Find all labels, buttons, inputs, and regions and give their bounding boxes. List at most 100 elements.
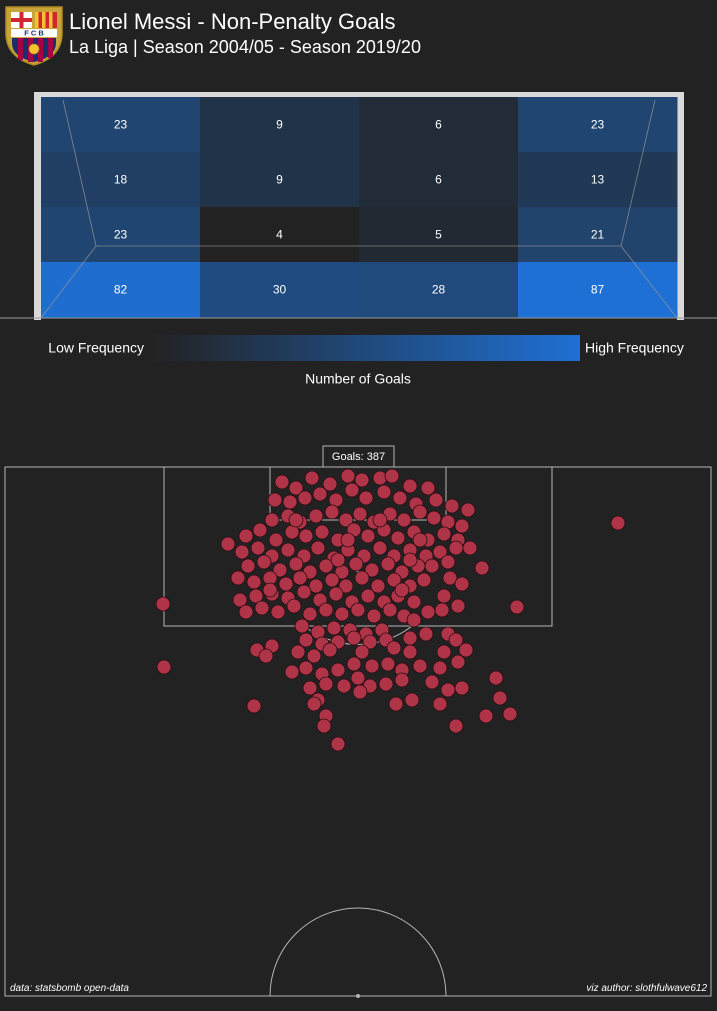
goal-shot-point — [454, 518, 470, 534]
goal-shot-point — [416, 572, 432, 588]
goal-shot-point — [478, 708, 494, 724]
goal-shot-point — [436, 526, 452, 542]
goal-shot-point — [252, 522, 268, 538]
goal-shot-point — [376, 484, 392, 500]
goal-shot-point — [440, 554, 456, 570]
goal-shot-point — [488, 670, 504, 686]
goal-shot-point — [344, 482, 360, 498]
goals-count-box: Goals: 387 — [322, 445, 395, 468]
goal-shot-point — [314, 524, 330, 540]
goal-shot-point — [310, 540, 326, 556]
goal-shot-point — [282, 494, 298, 510]
goal-shot-point — [362, 634, 378, 650]
goal-shot-point — [238, 604, 254, 620]
goal-shot-point — [370, 578, 386, 594]
goal-shot-point — [230, 570, 246, 586]
goal-shot-point — [296, 584, 312, 600]
heatmap-cell — [200, 207, 360, 263]
goal-heatmap: 23 9 6 23 18 9 6 13 23 4 5 21 82 30 28 87 — [41, 97, 678, 318]
goal-shot-point — [406, 612, 422, 628]
goal-shot-point — [232, 592, 248, 608]
goal-shot-point — [292, 570, 308, 586]
goal-shot-point — [274, 474, 290, 490]
goal-shot-point — [338, 512, 354, 528]
goal-shot-point — [288, 480, 304, 496]
goal-shot-point — [386, 640, 402, 656]
goal-shot-point — [454, 680, 470, 696]
goal-shot-point — [358, 490, 374, 506]
goal-shot-point — [304, 470, 320, 486]
goal-shot-point — [388, 696, 404, 712]
heatmap-cell-label: 23 — [114, 118, 128, 132]
goal-shot-point — [412, 658, 428, 674]
goal-shot-point — [338, 578, 354, 594]
goal-shot-point — [328, 586, 344, 602]
goal-shot-point — [420, 604, 436, 620]
goal-shot-point — [354, 472, 370, 488]
goal-shot-point — [346, 630, 362, 646]
goal-shot-point — [402, 552, 418, 568]
heatmap-cell — [359, 97, 519, 153]
goal-shot-point — [340, 468, 356, 484]
goal-shot-point — [448, 632, 464, 648]
goal-shot-point — [352, 684, 368, 700]
heatmap-cell-label: 21 — [591, 228, 605, 242]
goal-shot-point — [290, 644, 306, 660]
goal-shot-point — [450, 654, 466, 670]
colorbar-low-label: Low Frequency — [48, 340, 144, 356]
goal-shot-point — [509, 599, 525, 615]
goal-shot-point — [460, 502, 476, 518]
goal-shot-point — [318, 602, 334, 618]
goal-shot-point — [402, 630, 418, 646]
goal-shot-point — [270, 604, 286, 620]
goal-shot-point — [450, 598, 466, 614]
heatmap-cell — [200, 97, 360, 153]
colorbar-title: Number of Goals — [305, 371, 411, 387]
heatmap-cell — [518, 207, 678, 263]
goal-shot-point — [372, 512, 388, 528]
goal-shot-point — [448, 540, 464, 556]
goal-shot-point — [234, 544, 250, 560]
goal-shot-point — [390, 530, 406, 546]
goal-shot-point — [350, 602, 366, 618]
heatmap-cell — [41, 97, 201, 153]
goal-shot-point — [412, 504, 428, 520]
goal-shot-point — [326, 620, 342, 636]
goal-shot-point — [246, 574, 262, 590]
goal-shot-point — [298, 660, 314, 676]
heatmap-cell — [359, 207, 519, 263]
goal-shot-point — [306, 648, 322, 664]
goal-shot-point — [248, 588, 264, 604]
goal-shot-point — [322, 642, 338, 658]
goal-shot-point — [442, 570, 458, 586]
goal-shot-point — [420, 480, 436, 496]
goal-shot-point — [384, 468, 400, 484]
goal-shot-point — [492, 690, 508, 706]
goal-shot-point — [424, 558, 440, 574]
goal-shot-point — [360, 588, 376, 604]
goal-shot-point — [432, 696, 448, 712]
goal-shot-point — [402, 478, 418, 494]
goal-shot-point — [378, 676, 394, 692]
goal-shot-point — [346, 656, 362, 672]
goal-shot-point — [298, 632, 314, 648]
goal-shot-point — [354, 644, 370, 660]
goal-shot-point — [412, 532, 428, 548]
goal-shot-point — [364, 562, 380, 578]
goal-shot-point — [220, 536, 236, 552]
goal-shot-point — [348, 556, 364, 572]
goal-shot-point — [155, 596, 171, 612]
goal-shot-point — [288, 512, 304, 528]
goal-shot-point — [246, 698, 262, 714]
goal-shot-point — [284, 664, 300, 680]
center-spot — [356, 994, 360, 998]
goal-shot-point — [432, 544, 448, 560]
heatmap-cell — [518, 152, 678, 208]
goal-shot-point — [322, 476, 338, 492]
goal-shot-point — [330, 736, 346, 752]
crest-text: F C B — [24, 29, 44, 38]
goal-shot-point — [380, 556, 396, 572]
heatmap-cell — [359, 152, 519, 208]
goal-shot-point — [308, 508, 324, 524]
